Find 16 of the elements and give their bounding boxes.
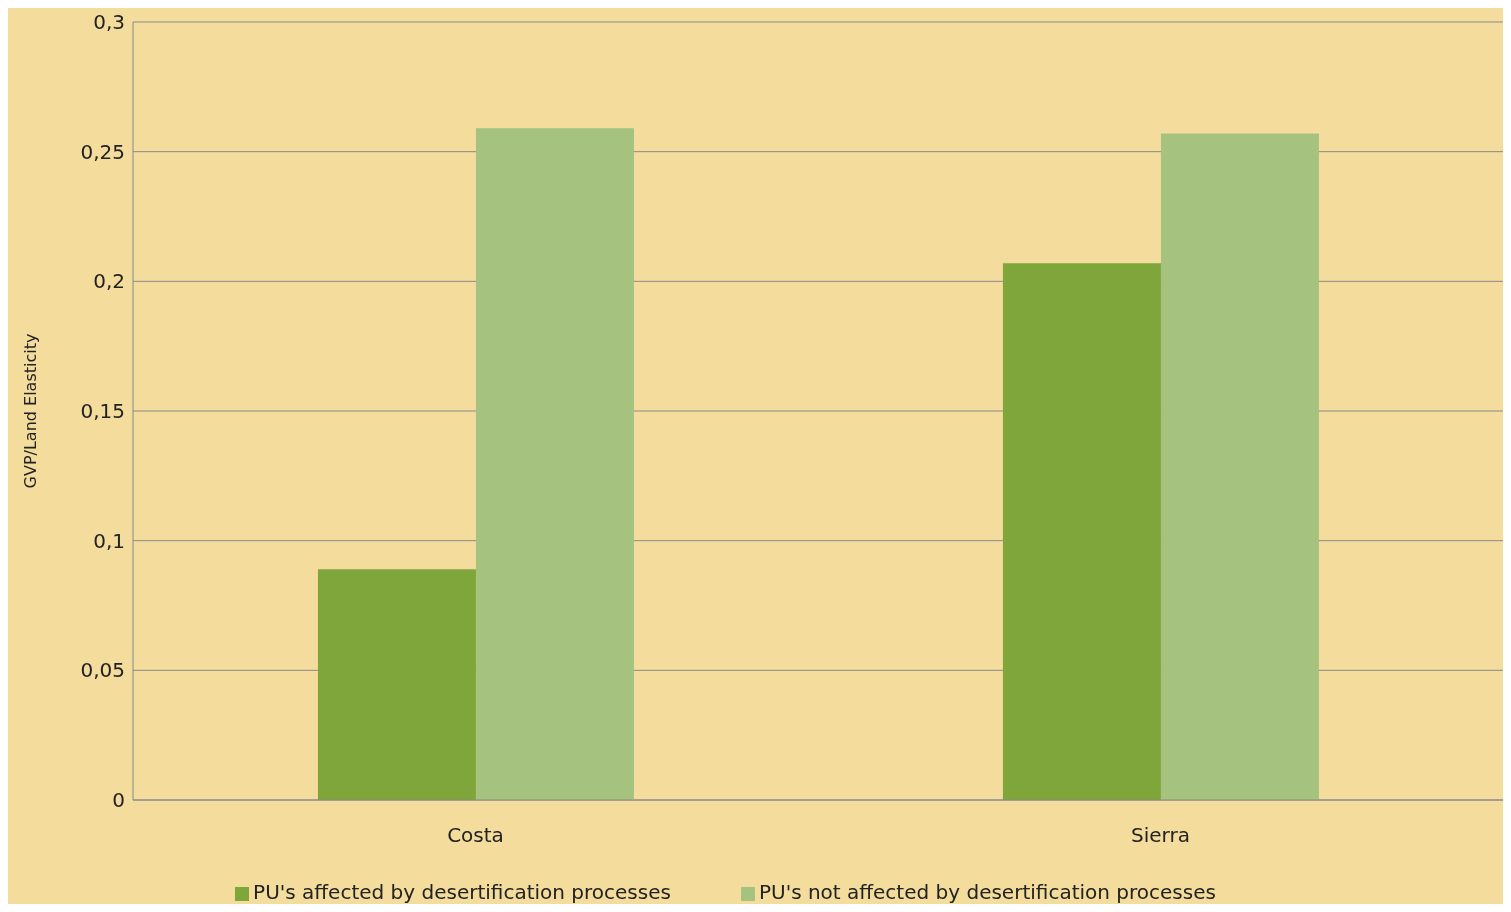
y-tick-label: 0,15 [80,399,125,424]
y-axis-title: GVP/Land Elasticity [20,333,40,489]
y-tick-label: 0,3 [93,10,125,35]
y-tick-label: 0,05 [80,658,125,683]
bar [317,569,476,800]
legend-label: PU's not affected by desertification processes [758,880,1216,904]
y-tick-label: 0,25 [80,139,125,164]
y-tick-label: 0,1 [93,528,125,553]
bar [475,128,634,800]
y-tick-label: 0 [112,788,125,813]
legend-label: PU's affected by desertification processes [253,880,671,904]
y-tick-label: 0,2 [93,269,125,294]
x-tick-label: Sierra [1131,823,1190,848]
bar [1160,133,1319,800]
x-tick-label: Costa [447,823,504,848]
bar [1002,263,1161,800]
